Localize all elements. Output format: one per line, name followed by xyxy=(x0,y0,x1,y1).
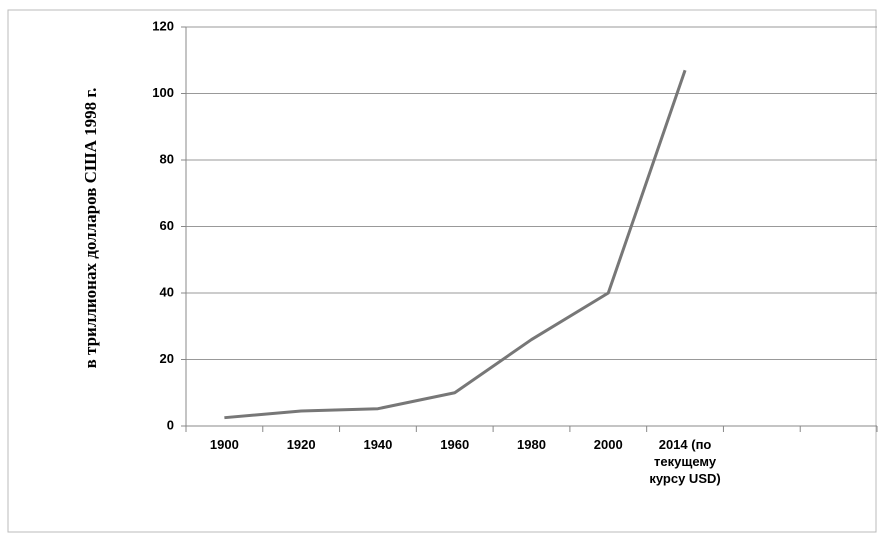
x-tick-label: 2000 xyxy=(593,437,623,452)
x-tick-label: 1960 xyxy=(440,437,470,452)
y-axis-label: в триллионах долларов США 1998 г. xyxy=(81,88,100,369)
x-tick-label-box: 1900 xyxy=(209,437,239,452)
data-line xyxy=(224,69,687,420)
x-tick-label-box: 1980 xyxy=(517,437,546,452)
x-tick-label: 1940 xyxy=(363,437,393,452)
y-tick-label: 0 xyxy=(167,417,174,432)
x-tick-label-box: 1960 xyxy=(440,437,470,452)
x-tick-label-box: 1920 xyxy=(286,437,316,452)
x-tick-label-box: 1940 xyxy=(363,437,393,452)
y-tick-label: 20 xyxy=(160,351,174,366)
y-tick-label: 120 xyxy=(152,18,174,33)
chart-frame xyxy=(7,9,877,533)
y-tick-label: 100 xyxy=(152,85,174,100)
y-tick-label: 40 xyxy=(160,284,174,299)
x-tick-label: 1900 xyxy=(209,437,239,452)
x-tick-label-box: 2014 (по текущему курсу USD) xyxy=(649,437,721,486)
x-tick-label: 1920 xyxy=(286,437,316,452)
y-tick-label: 80 xyxy=(160,151,174,166)
x-tick-label: 2014 (по текущему курсу USD) xyxy=(649,437,721,486)
x-tick-label-box: 2000 xyxy=(593,437,623,452)
x-tick-label: 1980 xyxy=(517,437,546,452)
y-tick-label: 60 xyxy=(160,218,174,233)
